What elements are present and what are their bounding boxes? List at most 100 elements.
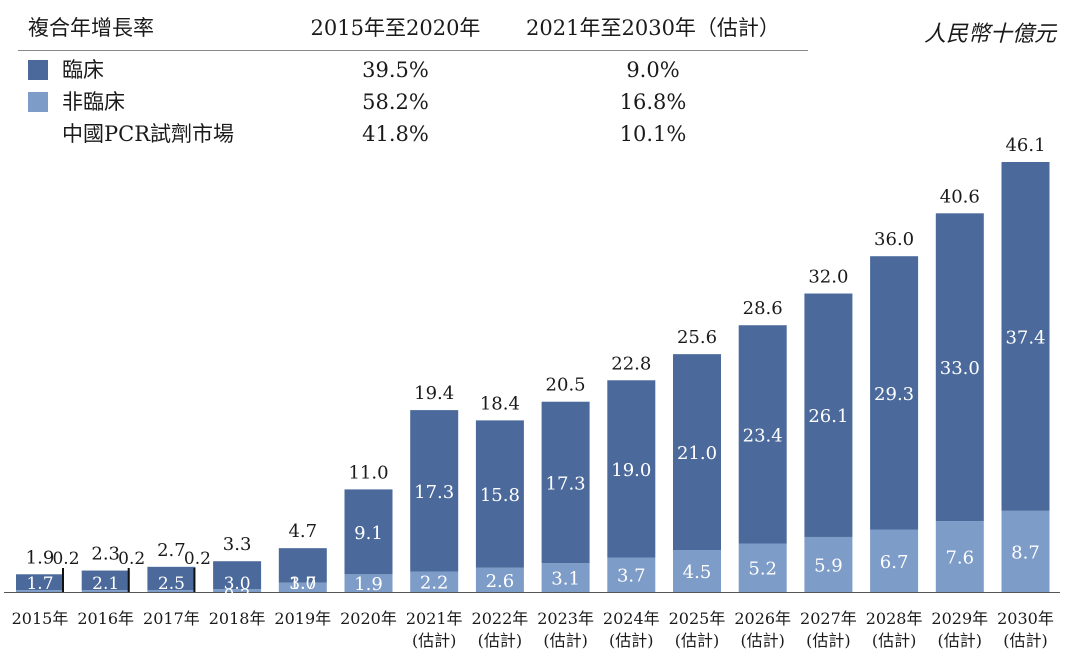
total-label: 25.6: [677, 327, 717, 348]
cagr-header-period1: 2015年至2020年: [310, 16, 481, 40]
bar-clinical: [16, 574, 64, 591]
bar-clinical: [213, 561, 262, 590]
legend-label-clinical: 臨床: [62, 58, 104, 82]
total-label: 40.6: [940, 186, 980, 207]
clinical-value-label: 23.4: [743, 425, 783, 446]
bar-clinical: [804, 293, 853, 537]
nonclinical-value-label: 0.2: [118, 549, 145, 569]
nonclinical-value-label: 0.3: [224, 586, 251, 606]
x-tick-sublabel: (估計): [1003, 631, 1048, 650]
nonclinical-value-label: 1.9: [354, 574, 383, 595]
total-label: 2.3: [91, 544, 120, 565]
bar-clinical: [541, 401, 590, 564]
bar-clinical: [870, 256, 919, 530]
bar-clinical: [475, 420, 524, 568]
total-label: 32.0: [808, 267, 848, 288]
x-tick-label: 2026年: [734, 609, 791, 628]
x-tick-label: 2018年: [209, 609, 266, 628]
nonclinical-value-label: 5.9: [814, 555, 843, 576]
total-label: 2.7: [157, 540, 186, 561]
clinical-value-label: 9.1: [354, 523, 383, 544]
total-label: 11.0: [348, 462, 388, 483]
clinical-value-label: 26.1: [808, 406, 848, 427]
nonclinical-value-label: 0.2: [184, 549, 211, 569]
nonclinical-value-label: 6.7: [880, 552, 909, 573]
x-tick-sublabel: (估計): [806, 631, 851, 650]
x-tick-label: 2017年: [143, 609, 200, 628]
bar-nonclinical: [344, 574, 393, 592]
nonclinical-value-label: 3.7: [617, 566, 646, 587]
bar-clinical: [410, 410, 459, 572]
total-label: 4.7: [288, 521, 317, 542]
x-tick-label: 2030年: [997, 609, 1054, 628]
bar-nonclinical: [870, 529, 919, 592]
cagr-clinical-period2: 9.0%: [626, 58, 680, 82]
x-tick-sublabel: (估計): [740, 631, 785, 650]
bar-clinical: [935, 213, 984, 522]
cagr-clinical-period1: 39.5%: [362, 58, 429, 82]
clinical-value-label: 33.0: [940, 358, 980, 379]
unit-label: 人民幣十億元: [923, 22, 1056, 47]
bar-nonclinical: [673, 550, 721, 592]
bar-clinical: [147, 566, 196, 591]
bar-clinical: [738, 325, 787, 544]
x-tick-sublabel: (估計): [543, 631, 588, 650]
cagr-nonclinical-period1: 58.2%: [362, 90, 429, 114]
nonclinical-value-label: 7.6: [945, 548, 974, 569]
nonclinical-value-label: 0.2: [52, 549, 79, 569]
x-tick-label: 2020年: [340, 609, 397, 628]
nonclinical-value-label: 3.1: [551, 569, 580, 590]
x-tick-label: 2022年: [472, 609, 529, 628]
x-tick-label: 2016年: [77, 609, 134, 628]
clinical-value-label: 3.0: [224, 574, 251, 594]
bar-nonclinical: [278, 582, 327, 592]
clinical-value-label: 37.4: [1005, 327, 1045, 348]
bar-nonclinical: [607, 557, 656, 592]
cagr-header-label: 複合年增長率: [28, 16, 154, 40]
nonclinical-value-label: 8.7: [1011, 542, 1040, 563]
x-tick-sublabel: (估計): [609, 631, 654, 650]
bar-clinical: [278, 548, 327, 583]
clinical-value-label: 17.3: [414, 482, 454, 503]
x-tick-label: 2021年: [406, 609, 463, 628]
cagr-total-period2: 10.1%: [619, 122, 687, 146]
x-tick-label: 2023年: [537, 609, 594, 628]
clinical-value-label: 29.3: [874, 384, 914, 405]
bar-nonclinical: [738, 543, 787, 592]
x-tick-label: 2028年: [866, 609, 923, 628]
bar-clinical: [673, 354, 721, 551]
bar-clinical: [1001, 162, 1050, 511]
x-tick-sublabel: (估計): [872, 631, 917, 650]
nonclinical-value-label: 1.0: [289, 574, 316, 594]
bar-clinical: [607, 380, 656, 558]
bar-nonclinical: [541, 563, 590, 592]
legend-swatch-nonclinical: [28, 92, 48, 112]
bar-nonclinical: [804, 536, 853, 592]
x-tick-label: 2024年: [603, 609, 660, 628]
bar-clinical: [81, 570, 130, 591]
total-label: 22.8: [611, 353, 651, 374]
bar-nonclinical: [410, 571, 459, 592]
cagr-total-period1: 41.8%: [362, 122, 429, 146]
nonclinical-value-label: 2.6: [486, 571, 515, 592]
header-divider: [18, 50, 808, 51]
nonclinical-value-label: 5.2: [748, 559, 777, 580]
clinical-value-label: 1.7: [26, 574, 53, 594]
clinical-value-label: 17.3: [546, 473, 586, 494]
x-tick-label: 2025年: [669, 609, 726, 628]
clinical-value-label: 15.8: [480, 485, 520, 506]
bar-nonclinical: [16, 590, 64, 592]
bar-nonclinical: [81, 590, 130, 592]
clinical-value-label: 21.0: [677, 443, 717, 464]
x-tick-sublabel: (估計): [412, 631, 457, 650]
bar-clinical: [344, 489, 393, 575]
x-tick-label: 2029年: [931, 609, 988, 628]
clinical-value-label: 2.5: [158, 574, 185, 594]
legend-label-nonclinical: 非臨床: [62, 90, 125, 114]
nonclinical-value-label: 2.2: [420, 573, 449, 594]
total-label: 28.6: [743, 298, 783, 319]
x-tick-label: 2027年: [800, 609, 857, 628]
total-label: 3.3: [223, 534, 252, 555]
legend-label-total: 中國PCR試劑市場: [62, 122, 235, 146]
